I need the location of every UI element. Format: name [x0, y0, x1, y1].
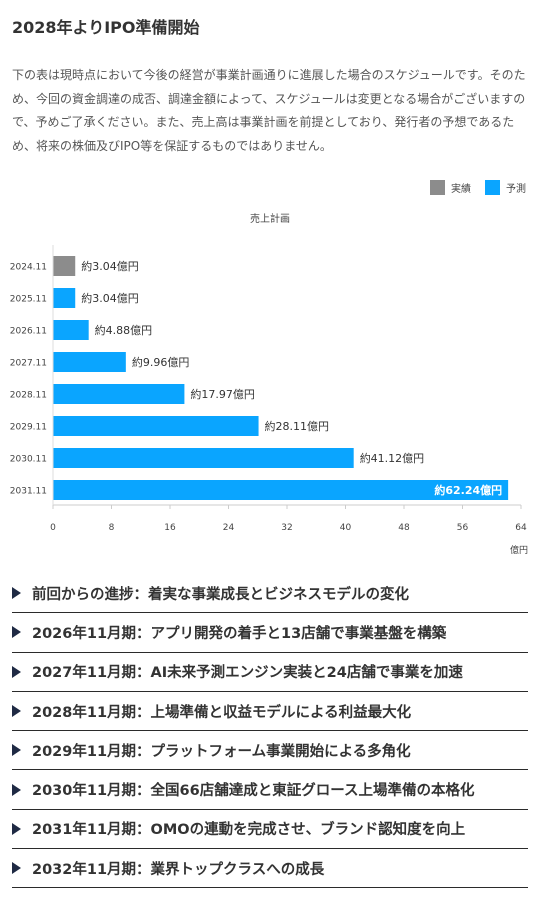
- accordion-item[interactable]: 2030年11月期：全国66店舗達成と東証グロース上場準備の本格化: [12, 770, 528, 810]
- accordion-item-label: 2032年11月期：業界トップクラスへの成長: [32, 861, 325, 878]
- data-label: 約62.24億円: [434, 483, 502, 497]
- expand-triangle-icon: [12, 587, 21, 600]
- x-tick-label: 48: [398, 523, 410, 533]
- accordion-item[interactable]: 前回からの進捗：着実な事業成長とビジネスモデルの変化: [12, 574, 528, 614]
- category-label: 2025.11: [10, 295, 47, 305]
- bar: [53, 480, 509, 500]
- category-label: 2028.11: [10, 391, 47, 401]
- x-tick-label: 32: [281, 523, 292, 533]
- accordion-item-label: 2026年11月期：アプリ開発の着手と13店舗で事業基盤を構築: [32, 625, 447, 642]
- data-label: 約9.96億円: [132, 355, 190, 369]
- x-axis-unit: 億円: [510, 544, 528, 556]
- category-label: 2026.11: [10, 327, 47, 337]
- expand-triangle-icon: [12, 783, 21, 796]
- accordion-item-label: 2027年11月期：AI未来予測エンジン実装と24店舗で事業を加速: [32, 665, 463, 682]
- sales-plan-chart: 売上計画 2024.11 約3.04億円 2025.11 約3.04億円 2026.11 約…: [10, 212, 528, 556]
- expand-triangle-icon: [12, 862, 21, 875]
- x-tick-label: 16: [164, 523, 176, 533]
- legend-swatch-actual: [430, 180, 445, 195]
- legend-item-forecast: 予測: [485, 180, 526, 195]
- accordion-item[interactable]: 2027年11月期：AI未来予測エンジン実装と24店舗で事業を加速: [12, 653, 528, 692]
- milestone-accordion: 前回からの進捗：着実な事業成長とビジネスモデルの変化 2026年11月期：アプリ開…: [12, 574, 528, 889]
- page-title: 2028年よりIPO準備開始: [12, 18, 200, 37]
- bar: [53, 288, 76, 308]
- accordion-item[interactable]: 2026年11月期：アプリ開発の着手と13店舗で事業基盤を構築: [12, 613, 528, 653]
- accordion-item-label: 2028年11月期：上場準備と収益モデルによる利益最大化: [32, 704, 412, 721]
- accordion-item-label: 2031年11月期：OMOの連動を完成させ、ブランド認知度を向上: [32, 822, 466, 839]
- data-label: 約28.11億円: [265, 419, 330, 433]
- bar: [53, 448, 354, 468]
- description-text: 下の表は現時点において今後の経営が事業計画通りに進展した場合のスケジュールです。…: [12, 68, 526, 153]
- legend-label-actual: 実績: [451, 184, 471, 195]
- x-tick-label: 0: [50, 523, 56, 533]
- bar: [53, 256, 76, 276]
- expand-triangle-icon: [12, 626, 21, 639]
- accordion-item-label: 2029年11月期：プラットフォーム事業開始による多角化: [32, 743, 411, 760]
- legend-item-actual: 実績: [430, 180, 471, 195]
- chart-title: 売上計画: [250, 212, 290, 225]
- bar: [53, 384, 185, 404]
- x-tick-label: 8: [109, 523, 115, 533]
- x-tick-label: 64: [515, 523, 527, 533]
- data-label: 約17.97億円: [190, 387, 255, 401]
- legend-label-forecast: 予測: [506, 184, 526, 195]
- x-tick-label: 24: [223, 523, 235, 533]
- expand-triangle-icon: [12, 822, 21, 835]
- data-label: 約41.12億円: [360, 451, 425, 465]
- category-label: 2030.11: [10, 455, 47, 465]
- bar: [53, 320, 89, 340]
- category-label: 2031.11: [10, 487, 47, 497]
- legend-swatch-forecast: [485, 180, 500, 195]
- chart-legend: 実績 予測: [416, 180, 526, 195]
- expand-triangle-icon: [12, 744, 21, 757]
- category-label: 2029.11: [10, 423, 47, 433]
- data-label: 約3.04億円: [81, 259, 139, 273]
- accordion-item[interactable]: 2032年11月期：業界トップクラスへの成長: [12, 849, 528, 889]
- accordion-item-label: 前回からの進捗：着実な事業成長とビジネスモデルの変化: [32, 586, 409, 603]
- expand-triangle-icon: [12, 705, 21, 718]
- accordion-item[interactable]: 2029年11月期：プラットフォーム事業開始による多角化: [12, 731, 528, 771]
- data-label: 約3.04億円: [81, 291, 139, 305]
- category-label: 2024.11: [10, 263, 47, 273]
- x-tick-label: 40: [340, 523, 352, 533]
- accordion-item[interactable]: 2028年11月期：上場準備と収益モデルによる利益最大化: [12, 692, 528, 732]
- accordion-item[interactable]: 2031年11月期：OMOの連動を完成させ、ブランド認知度を向上: [12, 810, 528, 850]
- x-tick-label: 56: [457, 523, 469, 533]
- expand-triangle-icon: [12, 665, 21, 678]
- bar: [53, 416, 259, 436]
- category-label: 2027.11: [10, 359, 47, 369]
- data-label: 約4.88億円: [95, 323, 153, 337]
- accordion-item-label: 2030年11月期：全国66店舗達成と東証グロース上場準備の本格化: [32, 783, 475, 800]
- bar: [53, 352, 126, 372]
